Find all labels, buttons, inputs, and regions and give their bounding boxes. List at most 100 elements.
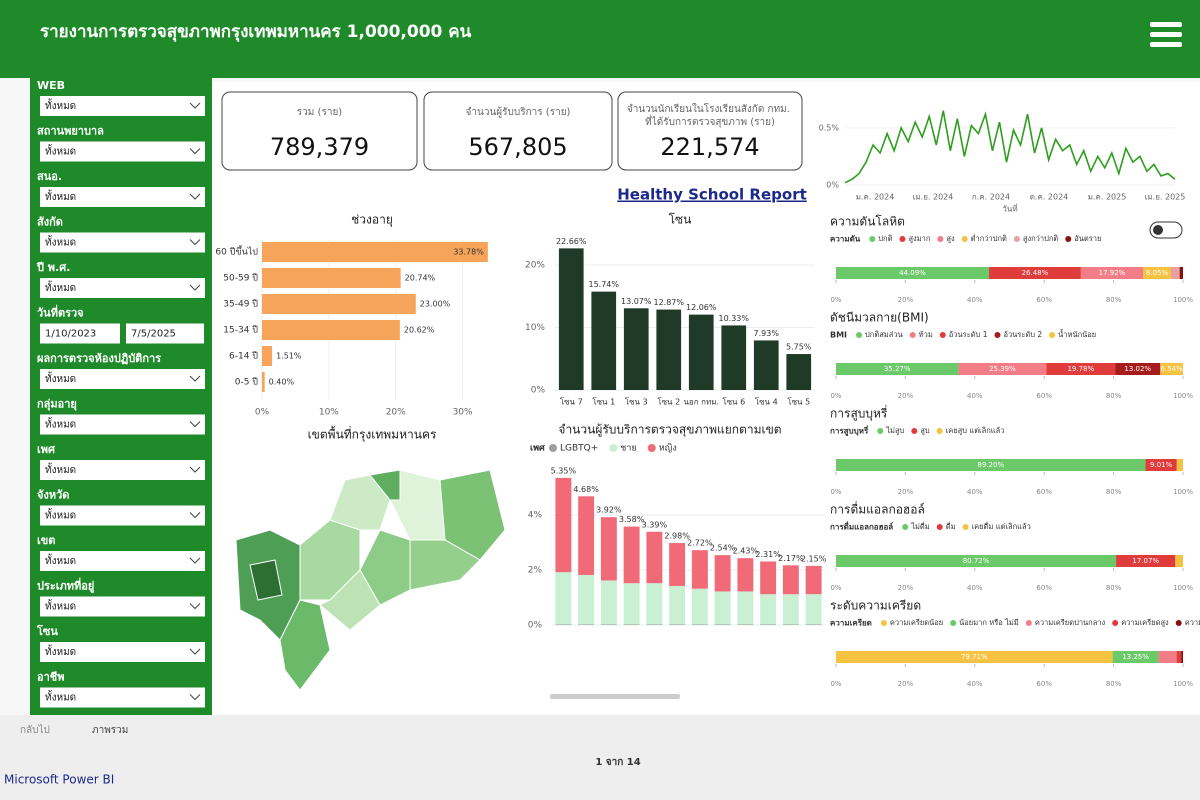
dropdown-arrow <box>189 557 201 564</box>
bar-segment <box>805 594 822 625</box>
legend-swatch <box>647 444 656 452</box>
bar <box>786 354 812 390</box>
value-label: 13.25% <box>1122 653 1149 661</box>
bar <box>753 340 779 390</box>
bar-segment <box>737 624 754 625</box>
dropdown[interactable] <box>40 642 205 662</box>
x-tick-label: โซน 2 <box>657 397 680 407</box>
bar-segment <box>1175 555 1183 567</box>
dropdown[interactable] <box>40 596 205 617</box>
legend-swatch <box>1013 236 1020 242</box>
dropdown[interactable] <box>40 505 205 526</box>
toggle-knob <box>1153 225 1163 235</box>
dropdown[interactable] <box>40 414 205 435</box>
value-label: 13.07% <box>621 297 652 306</box>
dropdown[interactable] <box>40 278 205 298</box>
bar-segment <box>1179 267 1183 279</box>
bar-segment <box>1046 363 1116 375</box>
x-tick-label: ก.ค. 2024 <box>972 193 1010 202</box>
back-button[interactable]: กลับไป <box>20 724 50 736</box>
x-tick-label: 40% <box>967 680 983 688</box>
date-input[interactable] <box>126 323 204 344</box>
x-tick-label: 60% <box>1036 488 1052 496</box>
dropdown[interactable] <box>40 96 205 116</box>
kpi-card <box>423 91 613 171</box>
x-tick-label: 20% <box>898 488 914 496</box>
legend-label: หญิง <box>659 443 677 454</box>
x-tick-label: 80% <box>1106 680 1122 688</box>
bar-segment <box>1176 651 1182 663</box>
x-tick-label: 100% <box>1173 584 1193 592</box>
value-label: 1.51% <box>276 352 302 361</box>
bar <box>656 309 682 390</box>
legend-title: BMI <box>830 331 847 340</box>
dropdown-arrow <box>189 466 201 473</box>
line-series <box>844 110 1176 184</box>
value-label: 15.74% <box>588 280 619 289</box>
total-label: 2.98% <box>664 532 690 541</box>
dropdown[interactable] <box>40 141 205 162</box>
x-tick-label: โซน 7 <box>560 397 583 407</box>
bar-segment <box>646 583 663 625</box>
value-label: 9.01% <box>1150 461 1173 469</box>
value-label: 13.02% <box>1124 365 1151 373</box>
x-tick-label: 0% <box>830 680 841 688</box>
filter-label: อาชีพ <box>37 671 65 684</box>
y-tick-label: 10% <box>525 323 545 333</box>
x-tick-label: 60% <box>1036 392 1052 400</box>
bar <box>591 291 617 390</box>
total-label: 2.54% <box>710 544 736 553</box>
bar-segment <box>1158 651 1177 663</box>
value-label: 35.27% <box>884 365 911 373</box>
legend-swatch <box>1065 236 1072 242</box>
legend-swatch <box>549 444 557 452</box>
report-link[interactable]: Healthy School Report <box>617 186 807 204</box>
dropdown-value: ทั้งหมด <box>45 690 76 704</box>
x-tick-label: โซน 5 <box>787 397 810 407</box>
x-tick-label: เม.ย. 2024 <box>913 193 954 202</box>
dropdown-value: ทั้งหมด <box>45 462 76 476</box>
dropdown[interactable] <box>40 687 205 708</box>
dropdown[interactable] <box>40 187 205 207</box>
page-tab[interactable]: ภาพรวม <box>92 725 128 736</box>
category-label: 60 ปีขึ้นไป <box>215 245 258 258</box>
dropdown[interactable] <box>40 551 205 571</box>
legend-label: ความเครียดปานกลาง <box>1035 618 1106 627</box>
dropdown-value: ทั้งหมด <box>45 144 76 158</box>
dropdown[interactable] <box>40 369 205 389</box>
bar-segment <box>555 572 572 625</box>
bar-segment <box>691 588 708 625</box>
legend-label: อ้วนระดับ 1 <box>949 330 988 339</box>
x-tick-label: 60% <box>1036 680 1052 688</box>
brand[interactable]: Microsoft Power BI <box>4 773 114 787</box>
total-label: 5.35% <box>551 466 577 475</box>
legend-swatch <box>911 428 918 434</box>
bar <box>262 294 416 314</box>
value-label: 23.00% <box>420 300 451 309</box>
bar-segment <box>646 624 663 625</box>
legend-label: น้อยมาก หรือ ไม่มี <box>959 618 1019 627</box>
dropdown-value: ทั้งหมด <box>45 98 76 112</box>
legend-label: ความเครียดมากที่สุด <box>1185 617 1200 627</box>
dropdown-arrow <box>189 193 201 200</box>
bar-segment <box>600 517 617 581</box>
x-tick-label: นอก กทม. <box>683 398 719 407</box>
date-input[interactable] <box>40 323 120 344</box>
menu-icon[interactable] <box>1150 22 1182 47</box>
dropdown[interactable] <box>40 460 205 480</box>
bar-segment <box>836 267 989 279</box>
bar-segment <box>836 459 1146 471</box>
chart-title: จำนวนผู้รับบริการตรวจสุขภาพแยกตามเขต <box>558 423 781 438</box>
filter-label: สถานพยาบาล <box>37 125 104 138</box>
dropdown[interactable] <box>40 232 205 253</box>
legend-label: ไม่ดื่ม <box>910 521 930 531</box>
x-tick-label: 60% <box>1036 296 1052 304</box>
x-tick-label: 20% <box>386 408 406 418</box>
scrollbar[interactable] <box>550 694 680 699</box>
legend-label: น้ำหนักน้อย <box>1058 329 1096 339</box>
bar <box>262 372 265 392</box>
legend-label: อันตราย <box>1074 234 1101 243</box>
x-tick-label: โซน 1 <box>592 397 615 407</box>
bar-segment <box>714 624 731 625</box>
chart-title: ดัชนีมวลกาย(BMI) <box>830 311 929 325</box>
